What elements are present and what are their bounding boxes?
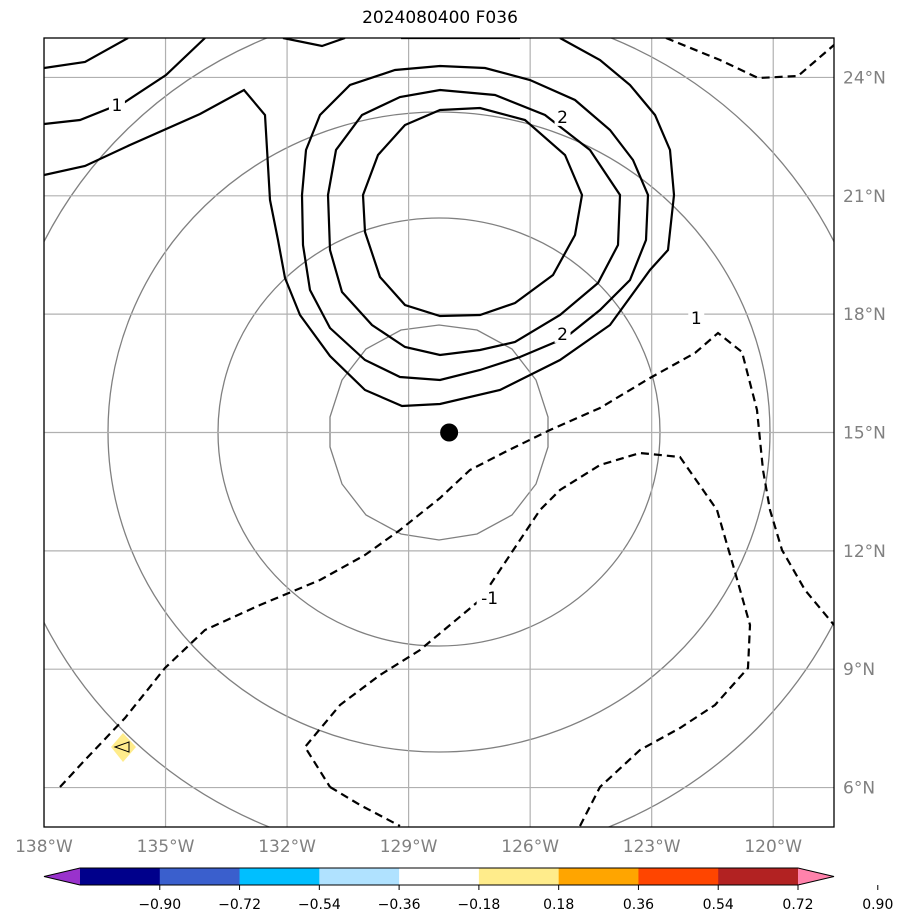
contour-line <box>361 106 584 318</box>
lat-tick-label: 6°N <box>843 779 875 799</box>
contour-label: 2 <box>557 325 568 345</box>
colorbar-tick-label: −0.54 <box>298 897 341 913</box>
contour-line <box>59 331 834 788</box>
lon-tick-label: 132°W <box>258 837 316 857</box>
contour-line <box>44 38 129 70</box>
lat-tick-label: 18°N <box>843 305 886 325</box>
storm-center-marker <box>440 423 459 442</box>
colorbar-outline <box>43 867 835 886</box>
colorbar-tick-label: −0.36 <box>378 897 421 913</box>
contour-line <box>282 38 346 48</box>
colorbar-tick-label: −0.90 <box>138 897 181 913</box>
lon-tick-label: 135°W <box>137 837 195 857</box>
plot-title: 2024080400 F036 <box>362 8 518 28</box>
colorbar-segment <box>478 868 560 885</box>
colorbar-tick-label: −0.72 <box>218 897 261 913</box>
colorbar-segment <box>80 868 161 885</box>
contour-label-bg <box>554 105 571 126</box>
lon-tick-label: 123°W <box>623 837 681 857</box>
lat-tick-label: 24°N <box>843 68 886 88</box>
lon-tick-label: 129°W <box>380 837 438 857</box>
contour-label: 1 <box>691 309 702 329</box>
negative-contours <box>59 38 834 827</box>
positive-shading-blob <box>111 733 136 762</box>
colorbar-segment <box>239 868 320 885</box>
contour-line <box>326 88 622 357</box>
colorbar-tick-label: 0.18 <box>543 897 574 913</box>
lat-tick-label: 21°N <box>843 187 886 207</box>
colorbar-tick-label: −0.18 <box>457 897 500 913</box>
colorbar-segment <box>718 868 799 885</box>
contour-line <box>300 64 650 382</box>
colorbar-extend-max <box>798 868 834 885</box>
contour-line <box>665 38 834 80</box>
colorbar-extend-min <box>44 868 80 885</box>
colorbar-tick-label: 0.54 <box>703 897 734 913</box>
gridlines <box>44 38 834 827</box>
longitude-labels: 138°W 135°W 132°W 129°W 126°W 123°W 120°W <box>15 837 802 857</box>
colorbar-tick-label: 0.36 <box>623 897 654 913</box>
contour-label: 1 <box>112 96 123 116</box>
colorbar-segment <box>319 868 400 885</box>
contour-line <box>44 38 676 408</box>
contour-label: -1 <box>481 589 498 609</box>
contour-label-bg <box>108 94 125 115</box>
contour-label: 2 <box>557 108 568 128</box>
contour-label-bg <box>688 307 705 328</box>
colorbar-segment <box>399 868 480 885</box>
lon-tick-label: 126°W <box>501 837 559 857</box>
colorbar-tick-label: 0.90 <box>862 897 893 913</box>
lat-tick-label: 15°N <box>843 424 886 444</box>
latitude-labels: 6°N 9°N 12°N 15°N 18°N 21°N 24°N <box>843 68 886 798</box>
range-ring-inner <box>329 324 549 541</box>
contour-line <box>329 786 401 827</box>
colorbar-segment <box>638 868 719 885</box>
lat-tick-label: 12°N <box>843 542 886 562</box>
colorbar-segment <box>558 868 639 885</box>
plot-frame <box>43 37 835 828</box>
contour-small-loop <box>113 741 130 753</box>
colorbar-segment <box>159 868 241 885</box>
lat-tick-label: 9°N <box>843 660 875 680</box>
positive-contours <box>44 38 676 408</box>
lon-tick-label: 138°W <box>15 837 73 857</box>
colorbar: −0.90 −0.72 −0.54 −0.36 −0.18 0.18 0.36 0.54 0.7… <box>43 867 893 913</box>
lon-tick-label: 120°W <box>744 837 802 857</box>
contour-line <box>303 451 752 827</box>
contour-label-bg <box>476 587 503 608</box>
contour-line <box>44 38 206 126</box>
colorbar-tick-label: 0.72 <box>782 897 813 913</box>
contour-labels: 1 2 2 1 -1 <box>108 94 705 609</box>
contour-label-bg <box>554 322 571 343</box>
